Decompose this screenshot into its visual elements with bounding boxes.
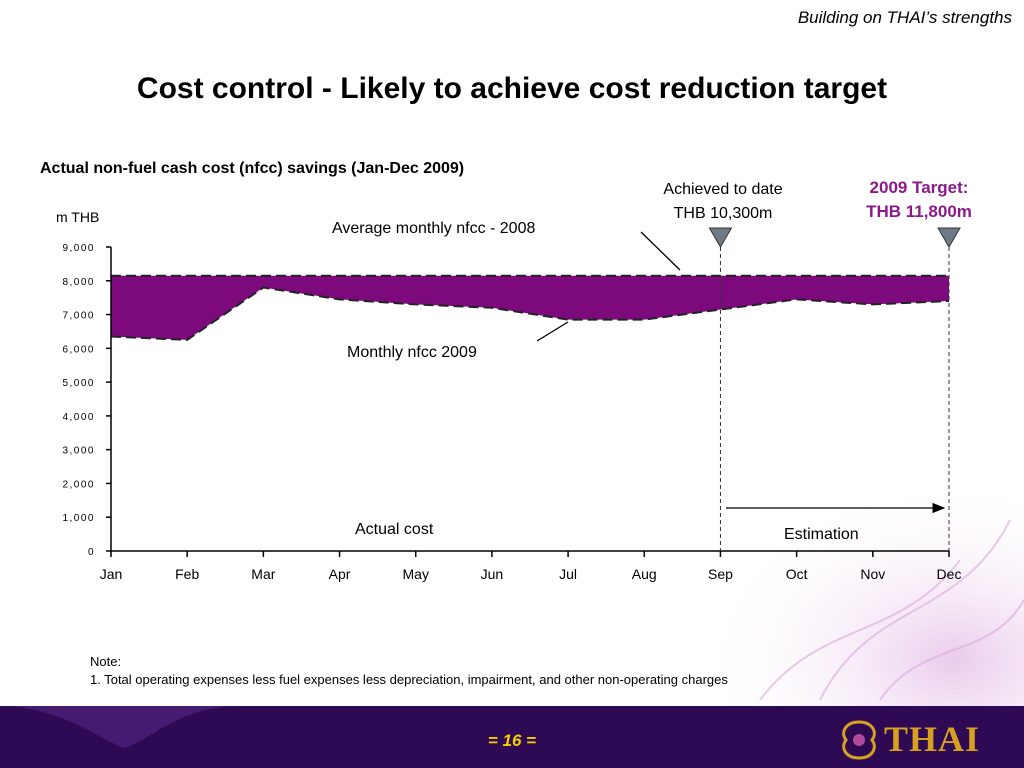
achieved-line-2: THB 10,300m: [673, 205, 773, 222]
y-tick-label: 6,000: [62, 344, 95, 355]
target-label: 2009 Target: THB 11,800m: [852, 176, 986, 224]
target-marker-icon: [937, 227, 961, 248]
y-tick-label: 1,000: [62, 513, 95, 524]
y-tick-label: 2,000: [62, 479, 95, 490]
x-tick-label: Aug: [632, 566, 657, 582]
chart-title: Actual non-fuel cash cost (nfcc) savings…: [40, 160, 465, 177]
x-tick-label: May: [403, 566, 429, 582]
y-tick-label: 3,000: [62, 446, 95, 457]
x-tick-label: Dec: [937, 566, 962, 582]
y-tick-label: 0: [88, 547, 95, 558]
y-tick-label: 5,000: [62, 378, 95, 389]
y-tick-label: 4,000: [62, 412, 95, 423]
target-line-1: 2009 Target:: [869, 178, 969, 197]
nfcc-chart: 0 1,000 2,000 3,000 4,000 5,000 6,000 7,000 8,00…: [62, 227, 962, 582]
monthly-2009-label: Monthly nfcc 2009: [347, 344, 477, 361]
achieved-to-date-label: Achieved to date THB 10,300m: [640, 178, 806, 226]
x-tick-label: Mar: [251, 566, 275, 582]
page-number: = 16 =: [487, 731, 537, 750]
x-tick-label: Nov: [860, 566, 885, 582]
x-tick-label: Apr: [329, 566, 351, 582]
x-tick-label: Feb: [175, 566, 199, 582]
monthly-2009-line: [110, 286, 950, 341]
average-label-arrow: [640, 231, 681, 271]
page-title: Cost control - Likely to achieve cost re…: [136, 72, 888, 105]
note-line-1: 1. Total operating expenses less fuel ex…: [90, 672, 728, 687]
x-tick-label: Jan: [100, 566, 123, 582]
footnote: Note: 1. Total operating expenses less f…: [90, 653, 728, 689]
note-heading: Note:: [90, 654, 122, 669]
savings-area: [111, 275, 949, 340]
estimation-label: Estimation: [784, 526, 859, 543]
x-tick-label: Jun: [481, 566, 504, 582]
y-axis-unit-label: m THB: [56, 209, 100, 225]
x-tick-label: Oct: [786, 566, 808, 582]
y-tick-label: 7,000: [62, 311, 95, 322]
average-2008-label: Average monthly nfcc - 2008: [332, 220, 536, 237]
thai-logo-text: THAI: [884, 719, 981, 759]
x-tick-label: Sep: [708, 566, 733, 582]
y-tick-label: 9,000: [62, 243, 95, 254]
achieved-line-1: Achieved to date: [663, 181, 783, 198]
tagline: Building on THAI’s strengths: [797, 8, 1012, 27]
actual-cost-label: Actual cost: [355, 521, 434, 538]
monthly-label-arrow: [536, 321, 569, 342]
achieved-marker-icon: [708, 227, 733, 248]
x-tick-label: Jul: [559, 566, 577, 582]
y-tick-label: 8,000: [62, 277, 95, 288]
target-line-2: THB 11,800m: [866, 202, 972, 221]
thai-logo-icon: [842, 720, 876, 760]
